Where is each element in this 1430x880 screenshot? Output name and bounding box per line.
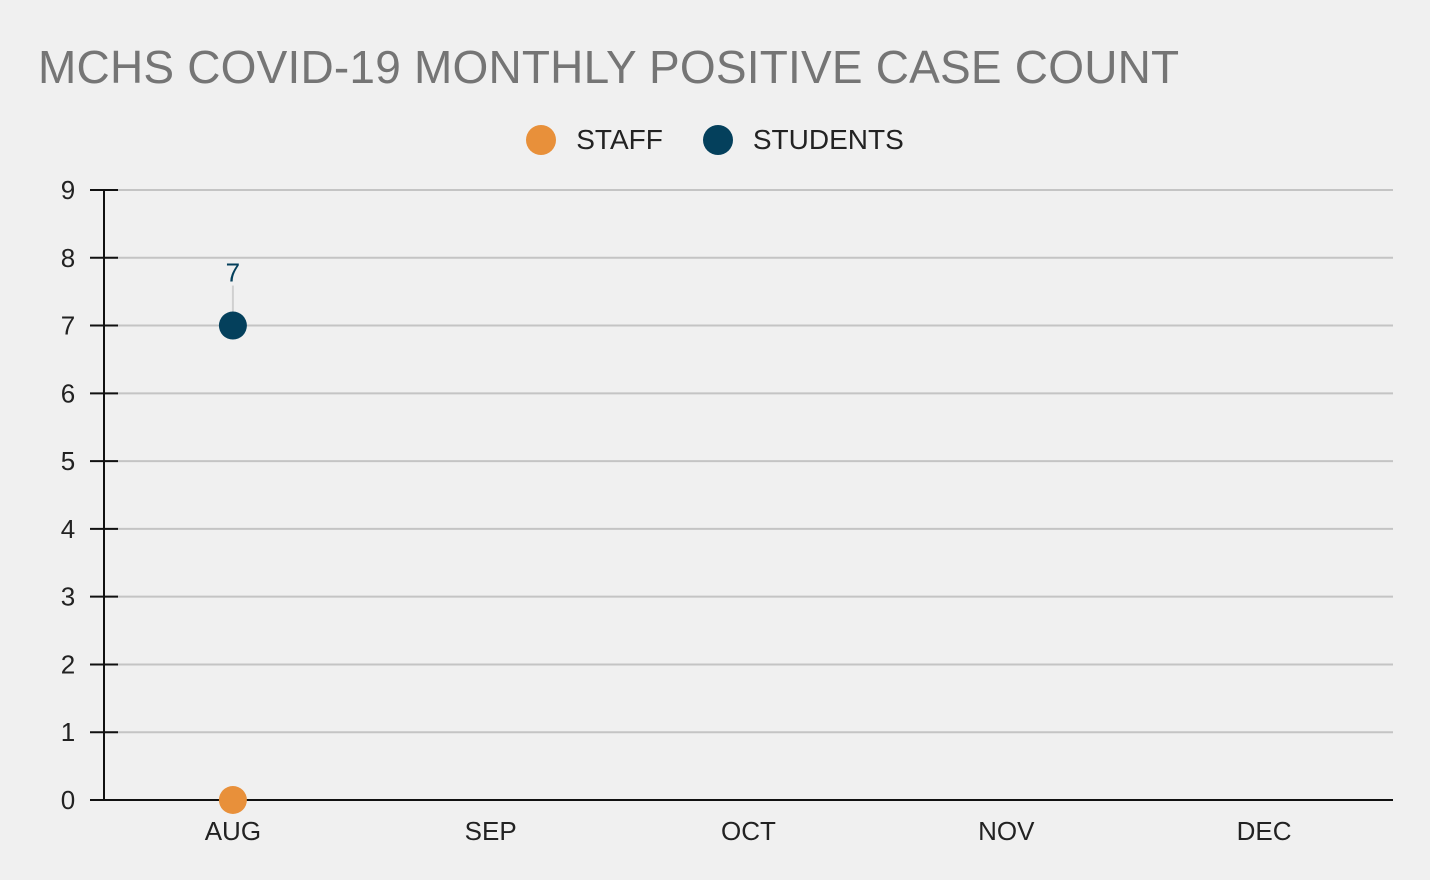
y-tick-label-7: 7 [61, 311, 75, 341]
legend: STAFF STUDENTS [0, 124, 1430, 156]
data-label-students-aug: 7 [226, 258, 240, 288]
x-tick-label-sep: SEP [465, 816, 517, 846]
y-tick-label-9: 9 [61, 175, 75, 205]
y-tick-label-5: 5 [61, 446, 75, 476]
y-tick-label-0: 0 [61, 785, 75, 815]
y-tick-label-8: 8 [61, 243, 75, 273]
legend-item-students[interactable]: STUDENTS [702, 124, 904, 156]
y-tick-label-4: 4 [61, 514, 75, 544]
y-tick-label-3: 3 [61, 582, 75, 612]
y-tick-label-1: 1 [61, 717, 75, 747]
x-tick-label-aug: AUG [205, 816, 261, 846]
point-staff-aug [218, 786, 247, 814]
y-tick-label-2: 2 [61, 649, 75, 679]
legend-label-staff: STAFF [576, 124, 663, 155]
legend-label-students: STUDENTS [752, 124, 904, 155]
x-tick-label-dec: DEC [1237, 816, 1292, 846]
y-tick-label-6: 6 [61, 378, 75, 408]
x-tick-label-oct: OCT [721, 816, 776, 846]
x-tick-label-nov: NOV [978, 816, 1035, 846]
legend-swatch-students [702, 125, 733, 155]
legend-item-staff[interactable]: STAFF [526, 124, 663, 156]
legend-swatch-staff [526, 125, 557, 155]
chart-title: MCHS COVID-19 MONTHLY POSITIVE CASE COUN… [38, 41, 1180, 93]
point-students-aug [218, 311, 247, 340]
